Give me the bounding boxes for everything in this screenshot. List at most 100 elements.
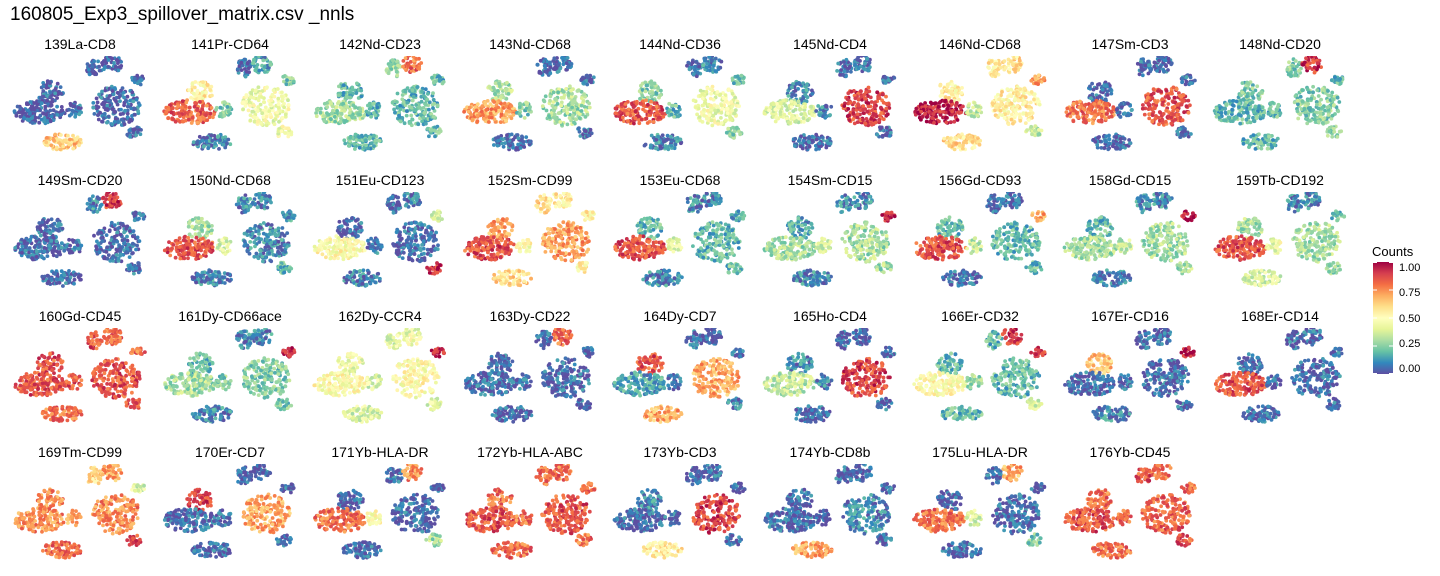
data-point	[410, 98, 415, 103]
data-point	[241, 107, 245, 112]
cluster-points	[913, 98, 968, 126]
data-point	[115, 102, 120, 107]
data-point	[338, 119, 343, 124]
data-point	[215, 135, 220, 139]
data-point	[252, 57, 256, 62]
data-point	[957, 97, 961, 102]
data-point	[841, 73, 845, 77]
data-point	[948, 120, 953, 125]
data-point	[829, 104, 834, 109]
data-point	[218, 138, 222, 143]
data-point	[1147, 116, 1152, 121]
data-point	[1036, 82, 1040, 86]
data-point	[945, 82, 950, 87]
data-point	[559, 95, 564, 100]
data-point	[654, 91, 659, 96]
cluster-points	[384, 58, 403, 79]
data-point	[568, 84, 572, 89]
tsne-scatter	[613, 56, 746, 152]
data-point	[961, 146, 965, 151]
data-point	[653, 146, 658, 151]
data-point	[1146, 101, 1151, 106]
data-point	[96, 105, 101, 109]
data-point	[987, 66, 991, 70]
data-point	[861, 107, 865, 112]
data-point	[701, 63, 706, 68]
data-point	[333, 119, 337, 124]
data-point	[649, 94, 654, 99]
data-point	[170, 106, 175, 111]
data-point	[492, 117, 497, 122]
facet-title: 145Nd-CD4	[762, 36, 898, 52]
data-point	[432, 80, 436, 85]
data-point	[398, 119, 403, 124]
data-point	[51, 108, 56, 113]
data-point	[180, 119, 185, 124]
data-point	[44, 140, 49, 145]
data-point	[44, 85, 49, 90]
data-point	[586, 133, 591, 138]
data-point	[504, 87, 509, 92]
data-point	[116, 61, 120, 65]
data-point	[778, 110, 783, 114]
data-point	[286, 103, 291, 107]
data-point	[1109, 91, 1114, 96]
data-point	[782, 112, 787, 117]
data-point	[276, 129, 281, 134]
data-point	[719, 103, 724, 108]
data-point	[346, 116, 351, 121]
data-point	[587, 101, 591, 106]
data-point	[852, 121, 857, 126]
data-point	[827, 137, 832, 141]
data-point	[189, 95, 193, 100]
data-point	[946, 111, 951, 115]
data-point	[314, 111, 318, 115]
data-point	[542, 99, 547, 104]
data-point	[273, 117, 278, 121]
data-point	[277, 106, 281, 110]
data-point	[1037, 102, 1042, 107]
data-point	[1068, 108, 1073, 112]
data-point	[800, 146, 805, 151]
data-point	[59, 133, 63, 137]
data-point	[887, 106, 892, 110]
data-point	[1155, 69, 1159, 73]
data-point	[338, 105, 343, 110]
data-point	[669, 134, 673, 139]
data-point	[195, 120, 200, 125]
data-point	[491, 85, 496, 90]
cluster-points	[762, 98, 817, 126]
data-point	[648, 145, 653, 150]
data-point	[1181, 99, 1186, 104]
data-point	[405, 100, 410, 105]
data-point	[213, 141, 217, 146]
data-point	[564, 87, 568, 91]
data-point	[32, 101, 37, 105]
data-point	[1188, 103, 1192, 108]
data-point	[343, 141, 348, 146]
data-point	[625, 111, 630, 116]
cluster-points	[835, 57, 854, 79]
data-point	[639, 83, 643, 88]
data-point	[366, 146, 370, 151]
data-point	[884, 106, 889, 111]
data-point	[43, 104, 48, 109]
data-point	[251, 96, 256, 100]
data-point	[1029, 90, 1034, 94]
data-point	[715, 90, 720, 94]
data-point	[53, 132, 58, 137]
cluster-points	[691, 84, 741, 128]
data-point	[881, 92, 885, 96]
data-point	[797, 116, 801, 121]
data-point	[1091, 87, 1096, 92]
data-point	[12, 109, 17, 114]
data-point	[773, 119, 778, 124]
data-point	[125, 132, 130, 137]
data-point	[970, 140, 975, 144]
data-point	[1156, 89, 1160, 93]
data-point	[201, 80, 205, 85]
data-point	[496, 89, 500, 93]
data-point	[1166, 114, 1171, 119]
data-point	[244, 93, 249, 97]
data-point	[954, 88, 958, 93]
